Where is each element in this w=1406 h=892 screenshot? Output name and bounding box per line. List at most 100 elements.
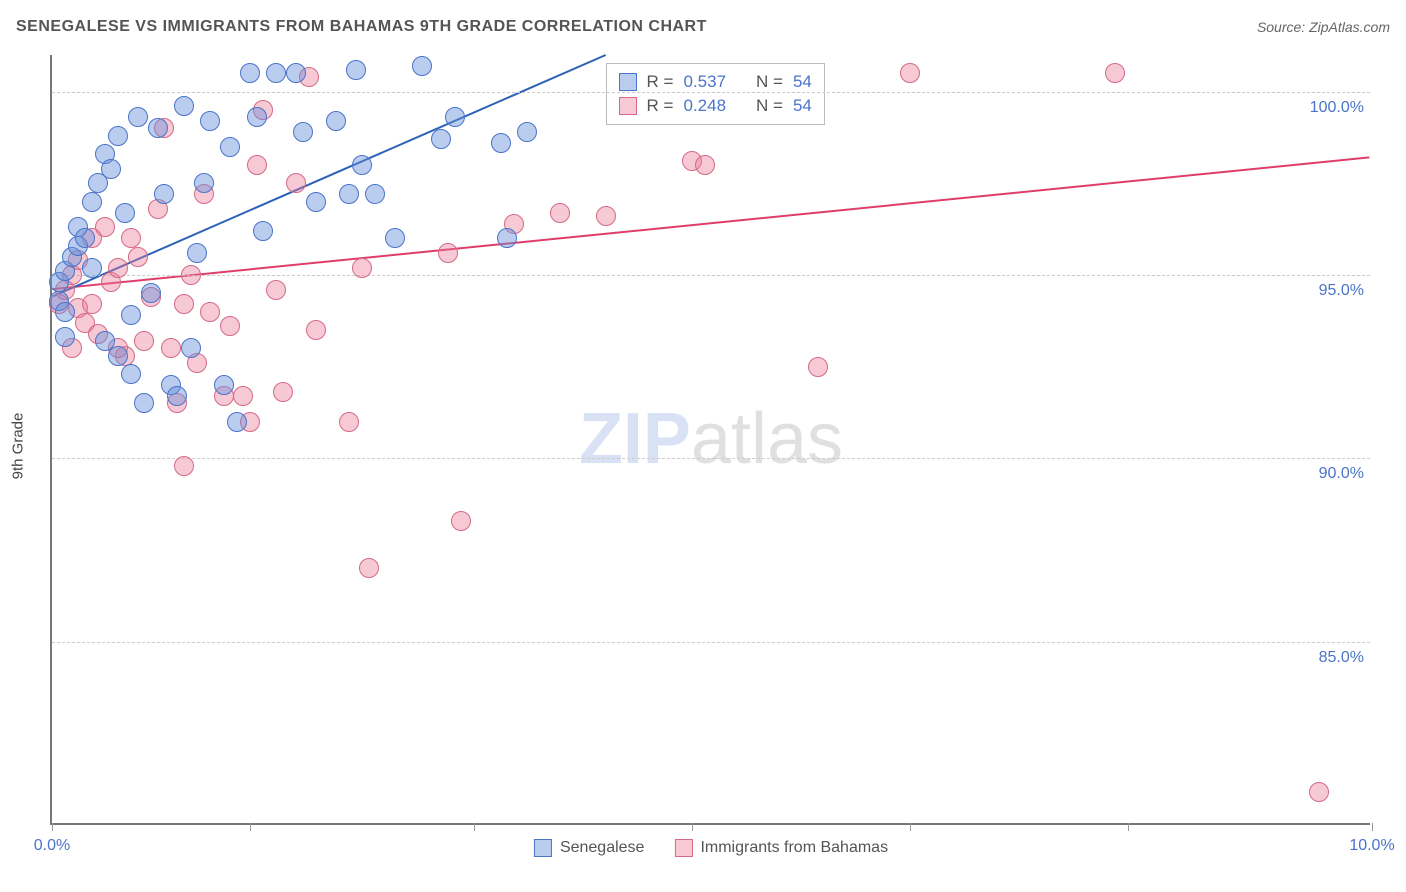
dot-series2 (339, 412, 359, 432)
dot-series2 (128, 247, 148, 267)
y-tick-label: 95.0% (1319, 282, 1364, 300)
x-tick (1372, 823, 1373, 831)
x-tick-label: 0.0% (34, 837, 70, 855)
dot-series1 (431, 129, 451, 149)
x-tick (474, 823, 475, 831)
dot-series2 (359, 558, 379, 578)
dot-series2 (306, 320, 326, 340)
dot-series1 (82, 258, 102, 278)
dot-series2 (596, 206, 616, 226)
gridline (52, 275, 1370, 276)
dot-series2 (451, 511, 471, 531)
dot-series1 (339, 184, 359, 204)
dot-series2 (161, 338, 181, 358)
dot-series1 (55, 327, 75, 347)
dot-series1 (108, 126, 128, 146)
stats-row-1: R = 0.537 N = 54 (619, 70, 812, 94)
dot-series2 (247, 155, 267, 175)
dot-series1 (253, 221, 273, 241)
dot-series2 (174, 456, 194, 476)
dot-series1 (141, 283, 161, 303)
dot-series1 (497, 228, 517, 248)
dot-series1 (352, 155, 372, 175)
n-label: N = (756, 96, 783, 116)
dot-series1 (101, 159, 121, 179)
dot-series2 (273, 382, 293, 402)
dot-series1 (121, 305, 141, 325)
dot-series2 (134, 331, 154, 351)
dot-series1 (491, 133, 511, 153)
legend-label-1: Senegalese (560, 839, 645, 857)
dot-series2 (82, 294, 102, 314)
dot-series1 (412, 56, 432, 76)
dot-series2 (233, 386, 253, 406)
legend-item-2: Immigrants from Bahamas (674, 839, 888, 857)
x-tick (692, 823, 693, 831)
dot-series1 (445, 107, 465, 127)
r-label: R = (647, 96, 674, 116)
dot-series2 (900, 63, 920, 83)
dot-series1 (306, 192, 326, 212)
dot-series2 (266, 280, 286, 300)
x-tick (52, 823, 53, 831)
dot-series1 (286, 63, 306, 83)
dot-series2 (181, 265, 201, 285)
legend-item-1: Senegalese (534, 839, 645, 857)
dot-series1 (187, 243, 207, 263)
legend-label-2: Immigrants from Bahamas (700, 839, 888, 857)
dot-series1 (385, 228, 405, 248)
stats-box: R = 0.537 N = 54 R = 0.248 N = 54 (606, 63, 825, 125)
x-tick (1128, 823, 1129, 831)
dot-series2 (1309, 782, 1329, 802)
x-tick (910, 823, 911, 831)
dot-series1 (148, 118, 168, 138)
legend-swatch-2 (674, 839, 692, 857)
y-tick-label: 100.0% (1310, 99, 1364, 117)
dot-series1 (174, 96, 194, 116)
dot-series2 (695, 155, 715, 175)
dot-series1 (220, 137, 240, 157)
dot-series2 (352, 258, 372, 278)
dot-series1 (108, 346, 128, 366)
plot-area: ZIPatlas R = 0.537 N = 54 R = 0.248 N = … (50, 55, 1370, 825)
gridline (52, 458, 1370, 459)
dot-series2 (200, 302, 220, 322)
dot-series1 (365, 184, 385, 204)
x-tick-label: 10.0% (1349, 837, 1394, 855)
stats-row-2: R = 0.248 N = 54 (619, 94, 812, 118)
dot-series1 (55, 302, 75, 322)
dot-series1 (154, 184, 174, 204)
dot-series1 (194, 173, 214, 193)
n-label: N = (756, 72, 783, 92)
dot-series2 (95, 217, 115, 237)
n-value-2: 54 (793, 96, 812, 116)
swatch-series2 (619, 97, 637, 115)
dot-series1 (293, 122, 313, 142)
swatch-series1 (619, 73, 637, 91)
chart-title: SENEGALESE VS IMMIGRANTS FROM BAHAMAS 9T… (16, 18, 707, 36)
dot-series1 (517, 122, 537, 142)
dot-series1 (266, 63, 286, 83)
y-tick-label: 90.0% (1319, 465, 1364, 483)
dot-series1 (227, 412, 247, 432)
gridline (52, 92, 1370, 93)
dot-series2 (1105, 63, 1125, 83)
legend-swatch-1 (534, 839, 552, 857)
dot-series2 (286, 173, 306, 193)
dot-series2 (108, 258, 128, 278)
r-label: R = (647, 72, 674, 92)
dot-series1 (214, 375, 234, 395)
dot-series2 (550, 203, 570, 223)
n-value-1: 54 (793, 72, 812, 92)
dot-series1 (181, 338, 201, 358)
r-value-1: 0.537 (683, 72, 726, 92)
y-tick-label: 85.0% (1319, 649, 1364, 667)
bottom-legend: Senegalese Immigrants from Bahamas (534, 839, 888, 857)
r-value-2: 0.248 (683, 96, 726, 116)
dot-series1 (240, 63, 260, 83)
dot-series1 (326, 111, 346, 131)
dot-series1 (247, 107, 267, 127)
source-label: Source: ZipAtlas.com (1257, 19, 1390, 35)
x-tick (250, 823, 251, 831)
dot-series2 (438, 243, 458, 263)
